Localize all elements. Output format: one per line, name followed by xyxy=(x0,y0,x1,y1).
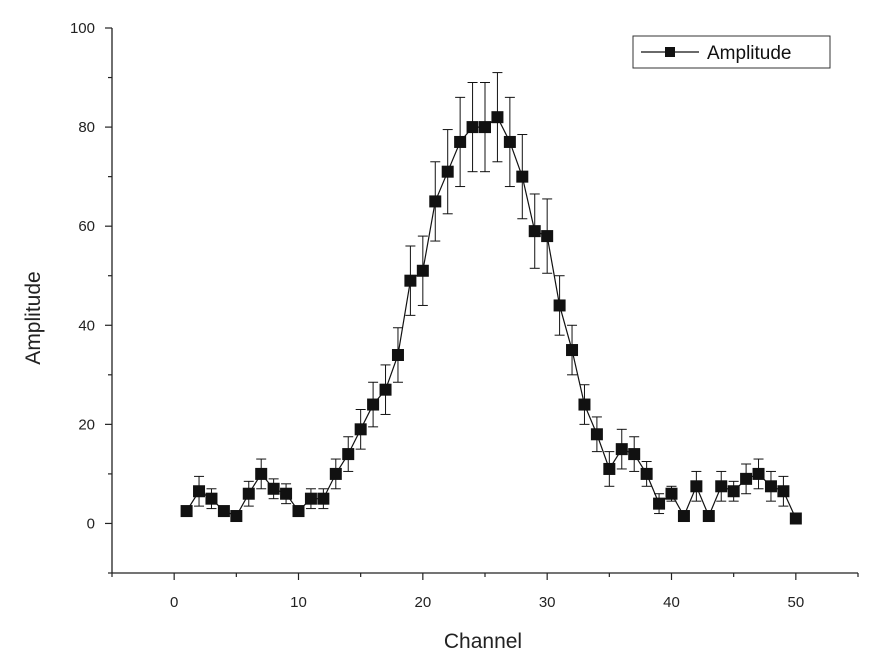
data-point xyxy=(702,510,715,523)
data-point xyxy=(566,344,579,357)
data-point xyxy=(367,398,380,411)
data-point xyxy=(267,482,280,495)
data-point xyxy=(317,492,330,505)
x-tick-label: 50 xyxy=(787,594,804,611)
y-tick-label: 20 xyxy=(78,416,95,433)
data-point xyxy=(628,448,641,461)
y-tick-label: 40 xyxy=(78,317,95,334)
legend-label: Amplitude xyxy=(707,43,792,64)
data-point xyxy=(764,480,777,493)
legend-marker xyxy=(665,47,675,57)
data-point xyxy=(391,349,404,361)
data-point xyxy=(727,485,740,498)
data-point xyxy=(180,505,193,518)
y-tick-label: 100 xyxy=(70,20,95,37)
data-point xyxy=(553,299,566,312)
data-point xyxy=(329,467,342,480)
data-point xyxy=(653,497,666,510)
data-point xyxy=(217,505,230,518)
data-point xyxy=(491,111,504,124)
data-point xyxy=(429,195,442,208)
data-point xyxy=(454,135,467,148)
data-point xyxy=(528,225,541,238)
y-axis-title: Amplitude xyxy=(22,271,45,364)
data-point xyxy=(242,487,255,500)
data-point xyxy=(677,510,690,523)
data-point xyxy=(640,467,653,480)
data-point xyxy=(777,485,790,498)
data-point xyxy=(665,487,678,500)
data-point xyxy=(193,485,206,498)
data-point xyxy=(690,480,703,493)
data-point xyxy=(740,472,753,485)
data-point xyxy=(516,170,529,183)
data-point xyxy=(230,510,243,523)
x-axis-title: Channel xyxy=(444,630,522,653)
y-tick-label: 80 xyxy=(78,119,95,136)
data-point xyxy=(541,230,554,243)
data-point xyxy=(404,274,417,287)
data-point xyxy=(479,121,491,134)
data-point xyxy=(752,467,765,480)
x-tick-label: 40 xyxy=(663,594,680,611)
series-line xyxy=(186,116,797,519)
data-point xyxy=(590,428,603,441)
x-tick-label: 10 xyxy=(290,594,307,611)
axis-ticks: 0 10 20 30 40 50 0 20 40 60 80 100 xyxy=(70,20,859,611)
x-tick-label: 0 xyxy=(170,594,178,611)
legend: Amplitude xyxy=(632,35,831,69)
data-point xyxy=(466,121,479,134)
data-point xyxy=(789,512,802,525)
x-tick-label: 30 xyxy=(539,594,556,611)
data-point xyxy=(255,467,268,480)
data-point xyxy=(342,448,355,461)
y-tick-label: 0 xyxy=(87,515,95,532)
data-point xyxy=(578,398,591,411)
data-point xyxy=(715,480,728,493)
error-bars xyxy=(181,72,801,524)
data-point xyxy=(441,165,454,178)
data-point xyxy=(615,443,628,456)
data-point xyxy=(205,492,218,505)
x-tick-label: 20 xyxy=(414,594,431,611)
data-point xyxy=(354,423,367,436)
data-point xyxy=(503,135,516,148)
data-point xyxy=(280,487,293,500)
data-point xyxy=(416,264,429,277)
series-markers xyxy=(180,111,802,525)
data-point xyxy=(292,505,305,518)
data-point xyxy=(603,462,616,475)
data-point xyxy=(304,492,317,505)
data-point xyxy=(379,383,392,396)
y-tick-label: 60 xyxy=(78,218,95,235)
